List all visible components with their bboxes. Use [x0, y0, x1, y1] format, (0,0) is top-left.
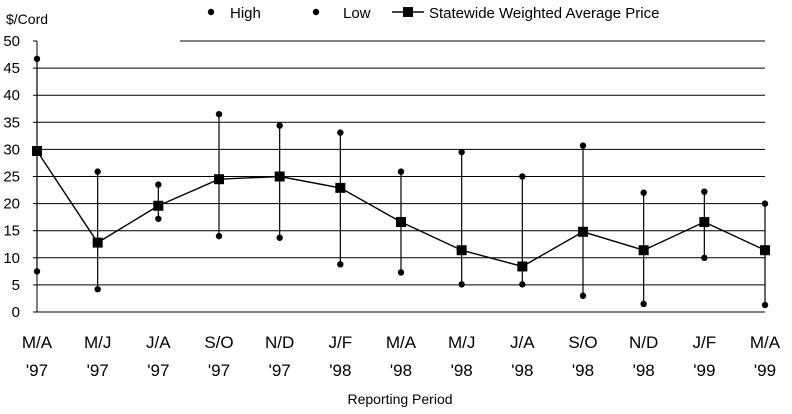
y-tick-label: 30: [3, 141, 20, 158]
average-point: [760, 245, 770, 256]
average-point: [92, 237, 103, 248]
high-point: [94, 168, 101, 175]
high-point: [276, 122, 283, 129]
average-point: [153, 200, 164, 211]
average-point: [699, 217, 710, 228]
y-tick-label: 0: [12, 304, 20, 321]
legend-average-marker: [403, 7, 413, 17]
x-tick-label-year: '97: [26, 361, 48, 380]
x-tick-label: J/A: [510, 333, 535, 352]
high-point: [519, 173, 526, 180]
y-tick-label: 20: [3, 196, 20, 213]
high-point: [215, 110, 223, 118]
legend-high-label: High: [230, 5, 261, 22]
x-tick-label: M/A: [22, 333, 53, 352]
low-point: [155, 215, 162, 222]
low-point: [397, 269, 405, 276]
low-point: [701, 254, 708, 261]
high-point: [397, 168, 405, 175]
low-point: [519, 281, 526, 288]
average-point: [578, 226, 588, 237]
average-point: [638, 245, 649, 256]
high-point: [761, 200, 769, 207]
high-point: [33, 55, 41, 63]
legend-low-label: Low: [343, 5, 371, 22]
average-point: [214, 174, 224, 185]
legend-average-label: Statewide Weighted Average Price: [429, 5, 659, 22]
y-tick-label: 50: [3, 33, 20, 50]
high-low-ranges: [36, 58, 766, 305]
x-tick-label-year: '98: [329, 361, 351, 380]
low-point: [33, 268, 41, 275]
x-tick-label: S/O: [568, 333, 597, 352]
x-axis-label: Reporting Period: [347, 391, 452, 407]
x-tick-label-year: '98: [572, 361, 594, 380]
low-point: [458, 281, 465, 288]
x-tick-label-year: '97: [87, 361, 109, 380]
high-point: [458, 148, 465, 156]
x-tick-label: N/D: [629, 333, 658, 352]
x-tick-label-year: '99: [754, 361, 776, 380]
x-tick-label-year: '98: [390, 361, 412, 380]
x-tick-label-year: '98: [511, 361, 533, 380]
x-tick-label-year: '97: [208, 361, 230, 380]
x-tick-label: J/F: [329, 333, 353, 352]
low-point: [215, 232, 223, 240]
x-tick-label-year: '97: [147, 361, 169, 380]
legend: High Low Statewide Weighted Average Price: [207, 5, 659, 22]
x-tick-label: J/A: [146, 333, 171, 352]
average-point: [456, 245, 467, 256]
average-point: [517, 261, 528, 272]
average-point: [396, 217, 406, 228]
high-point: [640, 189, 647, 196]
low-point: [761, 301, 769, 309]
low-point: [337, 261, 344, 268]
x-tick-labels: M/A '97 M/J '97 J/A '97 S/O '97 N/D '97 J/F '98 M/A '…: [22, 333, 781, 380]
high-point: [337, 129, 344, 136]
data-marks: [32, 55, 770, 309]
low-point: [579, 292, 587, 299]
y-tick-label: 5: [12, 277, 20, 294]
y-tick-label: 25: [3, 169, 20, 186]
high-point: [701, 188, 708, 195]
x-tick-label-year: '97: [269, 361, 291, 380]
high-point: [155, 181, 162, 188]
y-tick-label: 35: [3, 114, 20, 131]
average-point: [274, 171, 285, 182]
x-tick-label: M/A: [750, 333, 781, 352]
x-tick-label: M/J: [448, 333, 475, 352]
x-tick-label-year: '99: [693, 361, 715, 380]
y-tick-label: 10: [3, 250, 20, 267]
low-point: [276, 234, 283, 241]
y-tick-labels: 0 5 10 15 20 25 30 35 40 45 50: [3, 33, 20, 321]
low-point: [94, 286, 101, 293]
y-tick-label: 15: [3, 223, 20, 240]
legend-high-marker: [207, 8, 215, 16]
x-tick-label: M/A: [386, 333, 417, 352]
average-point: [335, 182, 346, 193]
high-point: [579, 142, 587, 149]
legend-low-marker: [312, 8, 320, 16]
x-tick-label-year: '98: [633, 361, 655, 380]
low-point: [640, 300, 647, 308]
y-tick-label: 45: [3, 60, 20, 77]
x-tick-label: M/J: [84, 333, 111, 352]
average-point: [32, 146, 42, 157]
x-tick-label: S/O: [204, 333, 233, 352]
y-axis-label: $/Cord: [6, 11, 48, 27]
y-tick-label: 40: [3, 87, 20, 104]
x-tick-label-year: '98: [451, 361, 473, 380]
x-tick-label: N/D: [265, 333, 294, 352]
x-tick-label: J/F: [693, 333, 717, 352]
